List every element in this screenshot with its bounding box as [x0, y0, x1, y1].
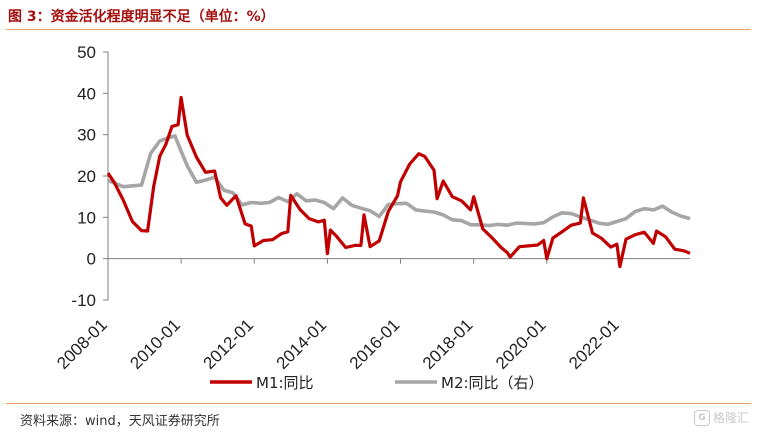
y-tick-label: 40 [77, 84, 96, 103]
legend-label: M1:同比 [256, 374, 314, 392]
y-tick-label: 30 [77, 126, 96, 145]
series-m1-line [106, 95, 691, 269]
figure-title: 图 3：资金活化程度明显不足（单位：%） [8, 9, 275, 25]
watermark: G 格隆汇 [693, 409, 749, 426]
chart-axes: -10 0 10 20 30 40 50 2008-01 2010-01 2012-01 2014-… [53, 43, 690, 373]
chart-legend: M1:同比 M2:同比（右） [210, 374, 544, 392]
x-tick-label: 2016-01 [346, 315, 404, 373]
x-tick-label: 2018-01 [419, 315, 477, 373]
source-note: 资料来源：wind，天风证券研究所 [20, 414, 220, 429]
x-tick-label: 2012-01 [200, 315, 258, 373]
x-tick-label: 2020-01 [492, 315, 550, 373]
y-tick-label: 0 [87, 250, 96, 269]
legend-label: M2:同比（右） [441, 374, 544, 392]
y-tick-label: 10 [77, 208, 96, 227]
series-m2-line [107, 134, 691, 228]
title-divider [6, 29, 751, 30]
x-tick-label: 2022-01 [565, 315, 623, 373]
watermark-text: 格隆汇 [712, 411, 749, 425]
footer-divider [6, 403, 751, 404]
x-tick-label: 2010-01 [126, 315, 184, 373]
chart-plot-area [106, 95, 691, 269]
watermark-logo-icon: G [693, 409, 710, 426]
x-tick-label: 2008-01 [53, 315, 111, 373]
y-tick-label: -10 [71, 291, 96, 310]
x-tick-label: 2014-01 [273, 315, 331, 373]
y-tick-label: 50 [77, 43, 96, 62]
line-chart: -10 0 10 20 30 40 50 2008-01 2010-01 2012-01 2014-… [53, 43, 691, 392]
y-tick-label: 20 [77, 167, 96, 186]
